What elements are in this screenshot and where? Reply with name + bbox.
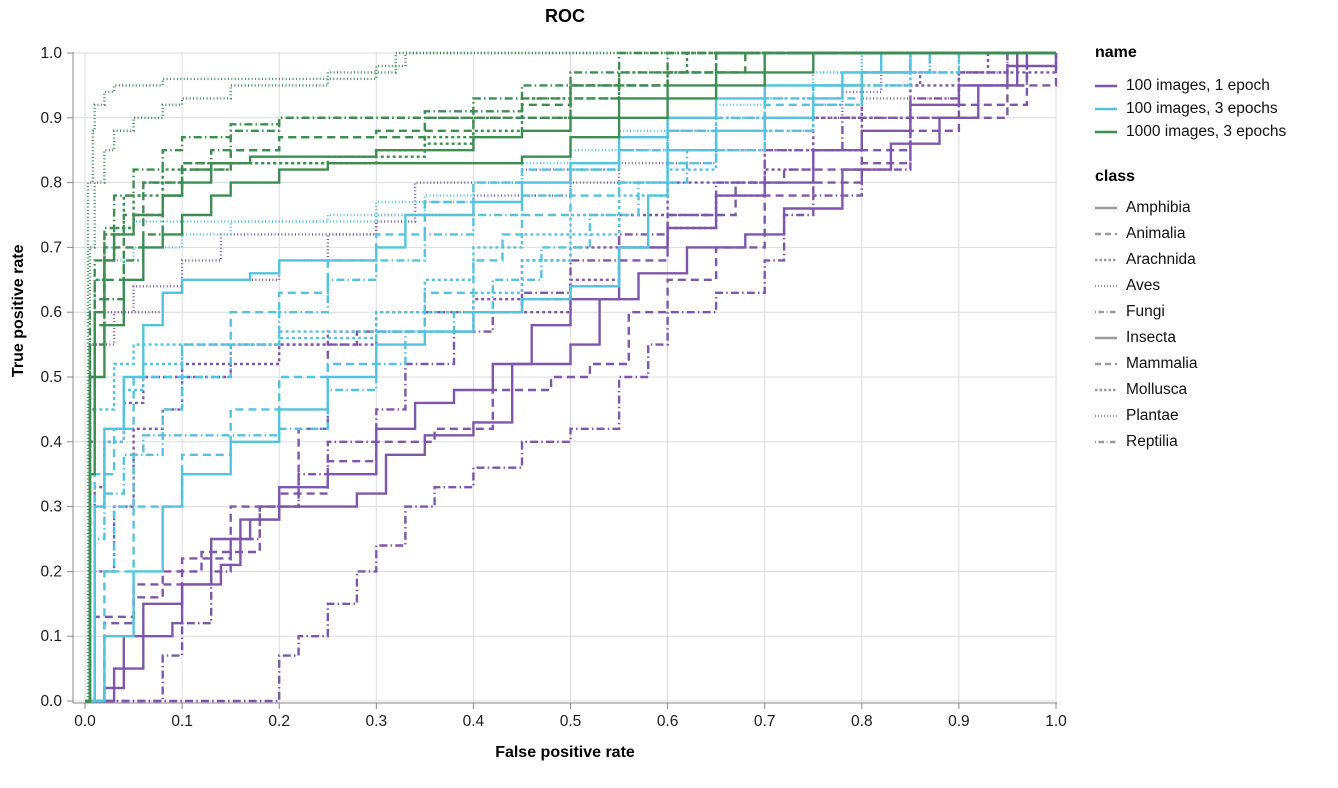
- legend-item: Reptilia: [1095, 429, 1330, 455]
- y-tick-label: 0.5: [40, 369, 62, 386]
- legend-line-swatch-icon: [1095, 84, 1117, 87]
- x-tick-label: 0.4: [463, 713, 485, 730]
- x-tick-label: 0.1: [171, 713, 193, 730]
- y-tick-label: 0.2: [40, 563, 62, 580]
- roc-curve: [85, 51, 1056, 703]
- legend-line-swatch-icon: [1095, 258, 1117, 262]
- roc-curve: [85, 53, 1058, 703]
- roc-curve: [85, 51, 1056, 703]
- legend-line-swatch-icon: [1095, 284, 1117, 288]
- y-tick-label: 0.7: [40, 239, 62, 256]
- x-tick-label: 0.6: [657, 713, 679, 730]
- legend-class-title: class: [1095, 168, 1136, 185]
- roc-curve: [85, 51, 1056, 703]
- legend: name 100 images, 1 epoch 100 images, 3 ep…: [1095, 44, 1330, 455]
- legend-line-swatch-icon: [1095, 414, 1117, 418]
- legend-item: Amphibia: [1095, 195, 1330, 221]
- roc-curve: [85, 53, 1058, 703]
- legend-line-swatch-icon: [1095, 310, 1117, 314]
- roc-curve: [85, 51, 1056, 703]
- roc-curve: [85, 51, 1056, 703]
- legend-label: Arachnida: [1126, 251, 1196, 268]
- roc-curve: [85, 51, 1056, 703]
- y-tick-label: 0.1: [40, 628, 62, 645]
- roc-curve: [85, 51, 1056, 703]
- x-tick-label: 0.7: [754, 713, 776, 730]
- legend-label: Animalia: [1126, 225, 1186, 242]
- roc-curve: [85, 51, 1056, 703]
- legend-line-swatch-icon: [1095, 130, 1117, 133]
- y-tick-label: 0.6: [40, 304, 62, 321]
- legend-item: Insecta: [1095, 325, 1330, 351]
- x-tick-label: 0.0: [74, 713, 96, 730]
- legend-label: Mammalia: [1126, 355, 1198, 372]
- y-tick-label: 0.9: [40, 110, 62, 127]
- legend-line-swatch-icon: [1095, 388, 1117, 392]
- roc-curve: [85, 51, 1056, 703]
- legend-item: Arachnida: [1095, 247, 1330, 273]
- legend-label: Plantae: [1126, 407, 1179, 424]
- legend-class-items: Amphibia Animalia Arachnida Aves Fungi Insect…: [1095, 195, 1330, 455]
- legend-item: 1000 images, 3 epochs: [1095, 120, 1330, 143]
- roc-curve: [85, 51, 1056, 703]
- legend-item: Aves: [1095, 273, 1330, 299]
- y-tick-label: 0.8: [40, 175, 62, 192]
- roc-curve: [85, 51, 1056, 703]
- y-tick-label: 0.4: [40, 434, 62, 451]
- legend-line-swatch-icon: [1095, 206, 1117, 210]
- legend-item: Plantae: [1095, 403, 1330, 429]
- roc-curve: [85, 51, 1056, 703]
- x-tick-label: 0.3: [366, 713, 388, 730]
- roc-curve: [85, 51, 1056, 703]
- legend-name-title: name: [1095, 44, 1137, 61]
- legend-line-swatch-icon: [1095, 232, 1117, 236]
- legend-item: Animalia: [1095, 221, 1330, 247]
- legend-label: Amphibia: [1126, 199, 1191, 216]
- y-tick-label: 0.3: [40, 499, 62, 516]
- legend-label: Mollusca: [1126, 381, 1188, 398]
- legend-item: Mammalia: [1095, 351, 1330, 377]
- chart-title: ROC: [545, 6, 585, 26]
- y-tick-label: 1.0: [40, 45, 62, 62]
- legend-item: 100 images, 1 epoch: [1095, 74, 1330, 97]
- legend-line-swatch-icon: [1095, 107, 1117, 110]
- legend-item: 100 images, 3 epochs: [1095, 97, 1330, 120]
- legend-label: Aves: [1126, 277, 1161, 294]
- roc-curves: [85, 51, 1058, 703]
- x-tick-label: 0.8: [851, 713, 873, 730]
- legend-label: 100 images, 1 epoch: [1126, 76, 1270, 94]
- x-tick-label: 0.9: [948, 713, 970, 730]
- legend-line-swatch-icon: [1095, 362, 1117, 366]
- legend-name-items: 100 images, 1 epoch 100 images, 3 epochs 1…: [1095, 74, 1330, 143]
- x-tick-label: 0.5: [560, 713, 582, 730]
- x-axis-title: False positive rate: [495, 744, 635, 761]
- legend-line-swatch-icon: [1095, 440, 1117, 444]
- roc-curve: [85, 51, 1056, 703]
- x-tick-label: 0.2: [268, 713, 290, 730]
- roc-curve: [85, 51, 1056, 703]
- y-tick-label: 0.0: [40, 693, 62, 710]
- legend-label: Fungi: [1126, 303, 1165, 320]
- legend-label: 100 images, 3 epochs: [1126, 99, 1278, 117]
- legend-label: 1000 images, 3 epochs: [1126, 122, 1287, 140]
- legend-label: Insecta: [1126, 329, 1176, 346]
- legend-line-swatch-icon: [1095, 336, 1117, 340]
- roc-curve: [85, 53, 1058, 703]
- legend-label: Reptilia: [1126, 433, 1178, 450]
- legend-item: Fungi: [1095, 299, 1330, 325]
- x-tick-label: 1.0: [1045, 713, 1067, 730]
- legend-item: Mollusca: [1095, 377, 1330, 403]
